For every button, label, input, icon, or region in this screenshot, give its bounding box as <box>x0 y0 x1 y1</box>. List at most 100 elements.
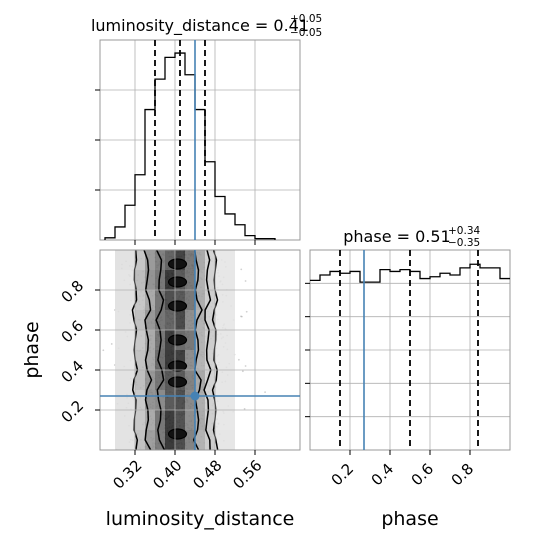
joint-density-bin <box>215 370 235 390</box>
joint-density-bin <box>135 430 145 450</box>
joint-density-bin <box>115 350 135 370</box>
joint-density-bin <box>205 270 215 290</box>
phase-title-main: phase <box>343 227 391 246</box>
contour-core-blob-4 <box>167 300 188 312</box>
x-axis-label-luminosity-distance: luminosity_distance <box>106 508 295 530</box>
joint-density-bin <box>205 390 215 410</box>
joint-density-bin <box>115 310 135 330</box>
joint-density-bin <box>135 350 145 370</box>
joint-density-bin <box>135 410 145 430</box>
contour-inner-right <box>192 250 203 450</box>
joint-density-bin <box>135 330 145 350</box>
joint-density-bin <box>165 390 175 410</box>
joint-xtick-label-0: 0.32 <box>109 456 145 492</box>
joint-scatter-point <box>237 358 240 361</box>
joint-density-bin <box>185 330 195 350</box>
contour-core-blob-3 <box>167 334 188 346</box>
y-axis-label-phase: phase <box>21 321 43 378</box>
contour-core-blob-1 <box>167 376 188 388</box>
joint-density-bin <box>155 250 165 270</box>
joint-density-bin <box>165 410 175 430</box>
joint-density-bin <box>175 410 185 430</box>
joint-density-bin <box>145 330 155 350</box>
joint-xtick-label-2: 0.48 <box>189 456 225 492</box>
joint-density-bin <box>195 390 205 410</box>
joint-density-bin <box>135 270 145 290</box>
joint-density-bin <box>215 250 235 270</box>
contour-inner-left <box>155 250 166 450</box>
joint-scatter-point <box>243 408 246 410</box>
joint-density-bin <box>155 370 165 390</box>
joint-density-bin <box>195 430 205 450</box>
joint-ytick-label-2: 0.6 <box>58 317 88 347</box>
joint-density-bin <box>155 270 165 290</box>
joint-density-layer <box>85 250 266 450</box>
phase-title-minus: −0.35 <box>448 237 480 249</box>
joint-density-bin <box>165 430 175 450</box>
contour-core-blob-2 <box>167 360 188 372</box>
joint-scatter-point <box>240 268 243 271</box>
joint-density-bin <box>155 310 165 330</box>
joint-density-bin <box>155 390 165 410</box>
joint-density-bin <box>185 250 195 270</box>
joint-density-bin <box>175 290 185 310</box>
joint-scatter-point <box>240 315 242 318</box>
joint-density-bin <box>175 310 185 330</box>
joint-density-bin <box>215 270 235 290</box>
joint-density-bin <box>115 410 135 430</box>
joint-density-panel: 0.32 0.40 0.48 0.56 0.2 0.4 0.6 0.8 <box>58 249 301 493</box>
joint-density-bin <box>145 310 155 330</box>
ph-xtick-label-2: 0.6 <box>408 460 438 490</box>
joint-density-bin <box>205 370 215 390</box>
joint-scatter-point <box>110 343 113 345</box>
joint-density-bin <box>145 390 155 410</box>
joint-density-bin <box>185 430 195 450</box>
joint-density-bin <box>215 330 235 350</box>
joint-density-bin <box>185 270 195 290</box>
ph-xtick-label-0: 0.2 <box>328 460 358 490</box>
contour-core-blob-5 <box>167 276 188 288</box>
joint-density-bin <box>205 310 215 330</box>
joint-scatter-point <box>244 365 247 367</box>
joint-density-bin <box>155 290 165 310</box>
joint-truth-marker <box>190 391 200 401</box>
joint-density-bin <box>155 330 165 350</box>
joint-density-bin <box>165 290 175 310</box>
luminosity-distance-title-minus: −0.05 <box>290 27 322 39</box>
phase-marginal-panel: 0.2 0.4 0.6 0.8 <box>305 249 511 490</box>
joint-scatter-point <box>85 400 87 402</box>
joint-density-bin <box>185 390 195 410</box>
x-axis-label-phase: phase <box>381 508 438 530</box>
joint-density-bin <box>135 310 145 330</box>
joint-density-bin <box>145 250 155 270</box>
joint-density-bin <box>145 270 155 290</box>
joint-density-bin <box>115 370 135 390</box>
contour-middle-right <box>203 250 212 450</box>
joint-scatter-point <box>240 315 243 318</box>
ph-xtick-label-3: 0.8 <box>448 460 478 490</box>
joint-density-bin <box>195 350 205 370</box>
joint-density-bin <box>215 410 235 430</box>
joint-density-bin <box>215 430 235 450</box>
joint-density-bin <box>215 310 235 330</box>
luminosity-distance-title-value: 0.41 <box>273 16 309 35</box>
contour-core-blob-0 <box>167 428 188 440</box>
joint-density-bin <box>185 370 195 390</box>
joint-density-bin <box>205 350 215 370</box>
joint-density-bin <box>215 350 235 370</box>
joint-density-bin <box>135 290 145 310</box>
contour-core-blob-6 <box>167 258 188 270</box>
ph-xtick-label-1: 0.4 <box>368 460 398 490</box>
joint-density-bin <box>165 250 175 270</box>
joint-density-bin <box>155 350 165 370</box>
joint-density-bin <box>135 370 145 390</box>
joint-density-bin <box>215 390 235 410</box>
joint-density-bin <box>135 390 145 410</box>
joint-density-bin <box>115 430 135 450</box>
joint-scatter-point <box>245 310 248 313</box>
joint-scatter-point <box>264 391 266 394</box>
joint-scatter-point <box>241 370 244 373</box>
luminosity-distance-title: luminosity_distance = 0.41 <box>91 16 309 36</box>
joint-density-bin <box>195 410 205 430</box>
